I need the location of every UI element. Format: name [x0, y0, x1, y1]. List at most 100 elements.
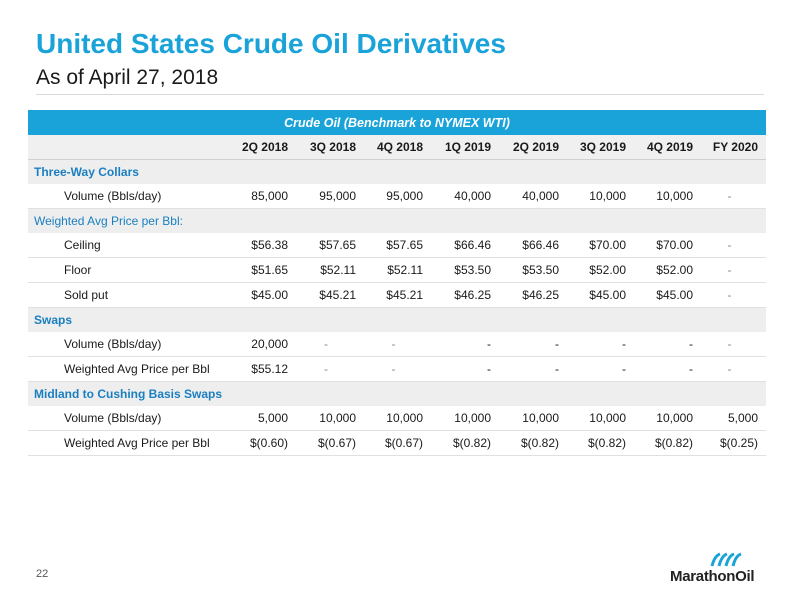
marathon-oil-logo-icon — [710, 552, 742, 567]
table-cell: 5,000 — [230, 406, 296, 431]
column-header-blank — [28, 135, 230, 160]
table-cell: $(0.82) — [567, 430, 634, 456]
table-cell: $46.25 — [431, 282, 499, 308]
table-cell: $45.21 — [364, 282, 431, 308]
table-cell: - — [701, 282, 767, 308]
table-cell: - — [364, 356, 431, 382]
row-label: Sold put — [28, 282, 230, 308]
table-banner: Crude Oil (Benchmark to NYMEX WTI) — [28, 110, 767, 135]
table-cell: $51.65 — [230, 257, 296, 283]
table-cell: 95,000 — [364, 184, 431, 209]
table-cell: $45.00 — [230, 282, 296, 308]
section-header-row: Midland to Cushing Basis Swaps — [28, 381, 767, 406]
logo-text: MarathonOil — [670, 568, 755, 585]
table-cell: 10,000 — [567, 406, 634, 431]
table-cell: $(0.60) — [230, 430, 296, 456]
table-cell: $45.00 — [567, 282, 634, 308]
table-cell: $45.00 — [634, 282, 701, 308]
page-title: United States Crude Oil Derivatives — [36, 28, 506, 59]
table-cell: - — [701, 257, 767, 283]
table-cell: $45.21 — [296, 282, 364, 308]
table-cell: - — [567, 356, 634, 382]
table-cell: 40,000 — [499, 184, 567, 209]
section-header-row: Three-Way Collars — [28, 159, 767, 184]
table-cell: $57.65 — [364, 233, 431, 258]
table-cell: $70.00 — [567, 233, 634, 258]
table-row: Ceiling $56.38 $57.65 $57.65 $66.46 $66.46 $70… — [28, 233, 767, 258]
table-cell: 20,000 — [230, 332, 296, 357]
table-body: Crude Oil (Benchmark to NYMEX WTI) 2Q 20… — [28, 110, 767, 456]
row-label: Weighted Avg Price per Bbl — [28, 430, 230, 456]
column-header: 3Q 2018 — [296, 135, 364, 160]
column-header: 4Q 2019 — [634, 135, 701, 160]
table-row: Weighted Avg Price per Bbl $(0.60) $(0.67)… — [28, 430, 767, 456]
title-divider — [36, 94, 764, 95]
table-row: Sold put $45.00 $45.21 $45.21 $46.25 $46.25 $4… — [28, 282, 767, 308]
table-cell: - — [499, 356, 567, 382]
column-header: FY 2020 — [701, 135, 767, 160]
row-label: Volume (Bbls/day) — [28, 406, 230, 431]
table-cell: $(0.67) — [296, 430, 364, 456]
row-label: Ceiling — [28, 233, 230, 258]
table-row: Weighted Avg Price per Bbl $55.12- - - - - - - — [28, 356, 767, 382]
table-cell: - — [364, 332, 431, 357]
table-cell: $52.00 — [634, 257, 701, 283]
table-cell: $70.00 — [634, 233, 701, 258]
table-cell: 10,000 — [364, 406, 431, 431]
table-cell: $66.46 — [499, 233, 567, 258]
table-cell: 10,000 — [634, 406, 701, 431]
table-cell: 10,000 — [634, 184, 701, 209]
column-header-row: 2Q 2018 3Q 2018 4Q 2018 1Q 2019 2Q 2019 … — [28, 135, 767, 160]
table-cell: 10,000 — [431, 406, 499, 431]
table-row: Volume (Bbls/day) 20,000- - - - - - - — [28, 332, 767, 357]
column-header: 4Q 2018 — [364, 135, 431, 160]
table-cell: 5,000 — [701, 406, 767, 431]
table-cell: - — [499, 332, 567, 357]
table-cell: - — [701, 356, 767, 382]
table-cell: $52.11 — [296, 257, 364, 283]
table-cell: $55.12 — [230, 356, 296, 382]
table-cell: - — [701, 332, 767, 357]
table-cell: $66.46 — [431, 233, 499, 258]
table-cell: 85,000 — [230, 184, 296, 209]
row-label: Floor — [28, 257, 230, 283]
table-cell: 40,000 — [431, 184, 499, 209]
section-header-row: Swaps — [28, 307, 767, 332]
section-title: Swaps — [28, 307, 767, 332]
table-banner-row: Crude Oil (Benchmark to NYMEX WTI) — [28, 110, 767, 135]
table-cell: $(0.25) — [701, 430, 767, 456]
table-row: Floor $51.65 $52.11 $52.11 $53.50 $53.50 $52.0… — [28, 257, 767, 283]
table-cell: 95,000 — [296, 184, 364, 209]
table-cell: $52.00 — [567, 257, 634, 283]
column-header: 3Q 2019 — [567, 135, 634, 160]
row-label: Volume (Bbls/day) — [28, 184, 230, 209]
table-cell: $(0.82) — [634, 430, 701, 456]
row-label: Weighted Avg Price per Bbl — [28, 356, 230, 382]
table-cell: - — [296, 332, 364, 357]
table-cell: $57.65 — [296, 233, 364, 258]
table-cell: $53.50 — [499, 257, 567, 283]
table-cell: $(0.67) — [364, 430, 431, 456]
derivatives-table: Crude Oil (Benchmark to NYMEX WTI) 2Q 20… — [28, 110, 767, 456]
table-cell: $(0.82) — [499, 430, 567, 456]
table-cell: - — [701, 184, 767, 209]
table-row: Volume (Bbls/day) 85,000 95,000 95,000 40,00… — [28, 184, 767, 209]
table-cell: - — [296, 356, 364, 382]
table-cell: 10,000 — [296, 406, 364, 431]
marathon-oil-logo: MarathonOil — [670, 552, 770, 588]
table-cell: $53.50 — [431, 257, 499, 283]
row-label: Volume (Bbls/day) — [28, 332, 230, 357]
section-title: Three-Way Collars — [28, 159, 767, 184]
section-title: Midland to Cushing Basis Swaps — [28, 381, 767, 406]
page-subtitle: As of April 27, 2018 — [36, 66, 219, 89]
page-number: 22 — [36, 568, 49, 580]
table-cell: - — [701, 233, 767, 258]
table-row: Volume (Bbls/day) 5,000 10,000 10,000 10,000… — [28, 406, 767, 431]
section-title: Weighted Avg Price per Bbl: — [28, 208, 767, 233]
section-header-row: Weighted Avg Price per Bbl: — [28, 208, 767, 233]
table-cell: $56.38 — [230, 233, 296, 258]
table-cell: 10,000 — [499, 406, 567, 431]
table-cell: - — [634, 356, 701, 382]
column-header: 2Q 2019 — [499, 135, 567, 160]
table-cell: $52.11 — [364, 257, 431, 283]
